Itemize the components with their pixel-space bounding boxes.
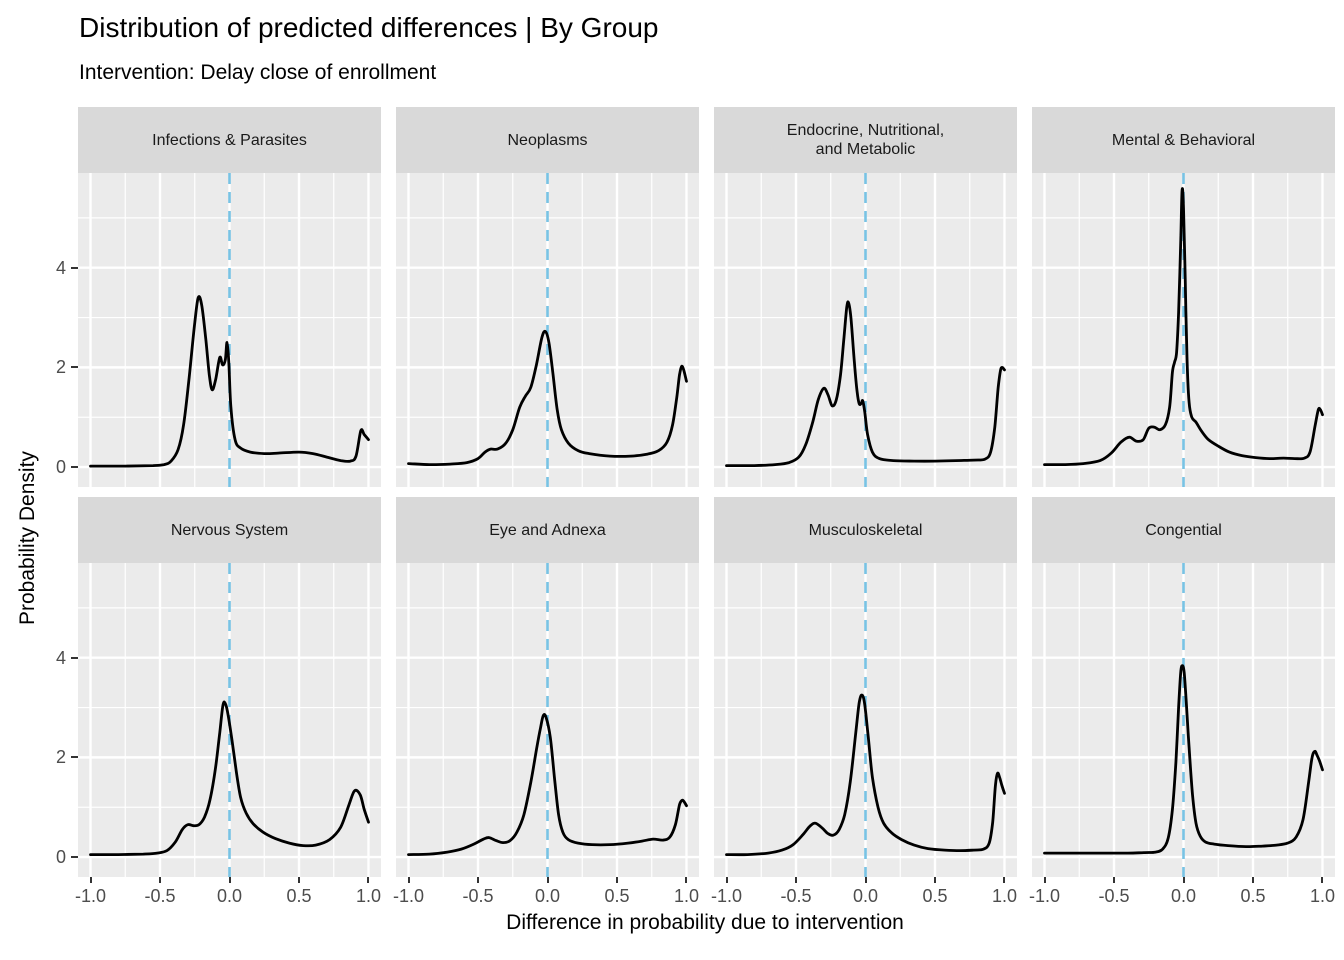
y-tick-label: 0 <box>55 847 66 868</box>
density-panel <box>1032 173 1335 487</box>
density-curve <box>1043 664 1324 855</box>
density-panel <box>396 173 699 487</box>
y-tick-label: 4 <box>55 647 66 668</box>
density-panel <box>78 563 381 877</box>
x-tick-mark <box>933 877 936 883</box>
y-tick-mark <box>71 266 78 269</box>
x-tick-label: 1.0 <box>1309 886 1335 906</box>
x-tick-label: 1.0 <box>673 886 699 906</box>
x-tick-mark <box>615 877 618 883</box>
density-curve <box>89 295 370 468</box>
x-tick-label: 0.5 <box>922 886 948 906</box>
x-tick-mark <box>685 877 688 883</box>
x-tick-label: -1.0 <box>1028 886 1061 906</box>
density-curve <box>1043 187 1324 467</box>
major-gridlines <box>396 173 699 487</box>
y-tick-mark <box>71 466 78 469</box>
x-tick-label: 0.0 <box>852 886 879 906</box>
x-tick-mark <box>297 877 300 883</box>
x-tick-mark <box>1043 877 1046 883</box>
minor-gridlines <box>1032 173 1335 487</box>
x-tick-mark <box>159 877 161 883</box>
x-tick-mark <box>1321 877 1324 883</box>
facet-strip: Endocrine, Nutritional, and Metabolic <box>714 107 1017 173</box>
x-tick-mark <box>1251 877 1254 883</box>
x-tick-label: -1.0 <box>74 886 107 906</box>
x-tick-label: -0.5 <box>1098 886 1130 906</box>
x-tick-mark <box>407 877 410 883</box>
density-panel <box>1032 563 1335 877</box>
density-panel <box>396 563 699 877</box>
facet-strip: Eye and Adnexa <box>396 497 699 563</box>
y-tick-label: 4 <box>55 257 66 278</box>
y-tick-mark <box>71 366 78 369</box>
x-tick-label: -0.5 <box>144 886 176 906</box>
density-curve <box>725 693 1006 857</box>
density-panel <box>714 563 1017 877</box>
density-curve <box>407 713 688 856</box>
x-tick-mark <box>477 877 479 883</box>
density-curve <box>725 300 1006 468</box>
x-tick-mark <box>795 877 797 883</box>
x-tick-label: 0.0 <box>216 886 243 906</box>
y-tick-mark <box>71 756 78 759</box>
x-tick-mark <box>725 877 728 883</box>
facet-strip: Mental & Behavioral <box>1032 107 1335 173</box>
y-tick-mark <box>71 656 78 659</box>
x-tick-label: 0.0 <box>534 886 561 906</box>
y-tick-mark <box>71 856 78 859</box>
x-axis-title: Difference in probability due to interve… <box>506 911 904 934</box>
plot-subtitle: Intervention: Delay close of enrollment <box>79 61 437 84</box>
facet-strip: Musculoskeletal <box>714 497 1017 563</box>
facet-strip: Infections & Parasites <box>78 107 381 173</box>
x-tick-mark <box>546 877 549 883</box>
x-tick-label: 0.5 <box>1240 886 1266 906</box>
facet-strip: Congential <box>1032 497 1335 563</box>
y-axis-title: Probability Density <box>16 451 39 625</box>
x-tick-mark <box>228 877 231 883</box>
x-tick-label: -0.5 <box>462 886 494 906</box>
y-tick-label: 2 <box>55 357 66 378</box>
x-tick-mark <box>367 877 370 883</box>
x-tick-label: -1.0 <box>392 886 425 906</box>
x-tick-mark <box>1003 877 1006 883</box>
y-tick-label: 2 <box>55 747 66 768</box>
x-tick-mark <box>89 877 92 883</box>
x-tick-label: 0.0 <box>1170 886 1197 906</box>
x-tick-label: 0.5 <box>604 886 630 906</box>
y-tick-label: 0 <box>55 457 66 478</box>
major-gridlines <box>396 563 699 877</box>
x-tick-label: -1.0 <box>710 886 743 906</box>
facet-strip: Neoplasms <box>396 107 699 173</box>
x-tick-label: 1.0 <box>991 886 1017 906</box>
density-panel <box>714 173 1017 487</box>
x-tick-label: 0.5 <box>286 886 312 906</box>
facet-strip: Nervous System <box>78 497 381 563</box>
x-tick-label: 1.0 <box>355 886 381 906</box>
density-panel <box>78 173 381 487</box>
density-curve <box>89 700 370 857</box>
x-tick-mark <box>1113 877 1115 883</box>
plot-title: Distribution of predicted differences | … <box>79 12 659 43</box>
x-tick-label: -0.5 <box>780 886 812 906</box>
density-curve <box>407 329 688 467</box>
x-tick-mark <box>864 877 867 883</box>
x-tick-mark <box>1182 877 1185 883</box>
